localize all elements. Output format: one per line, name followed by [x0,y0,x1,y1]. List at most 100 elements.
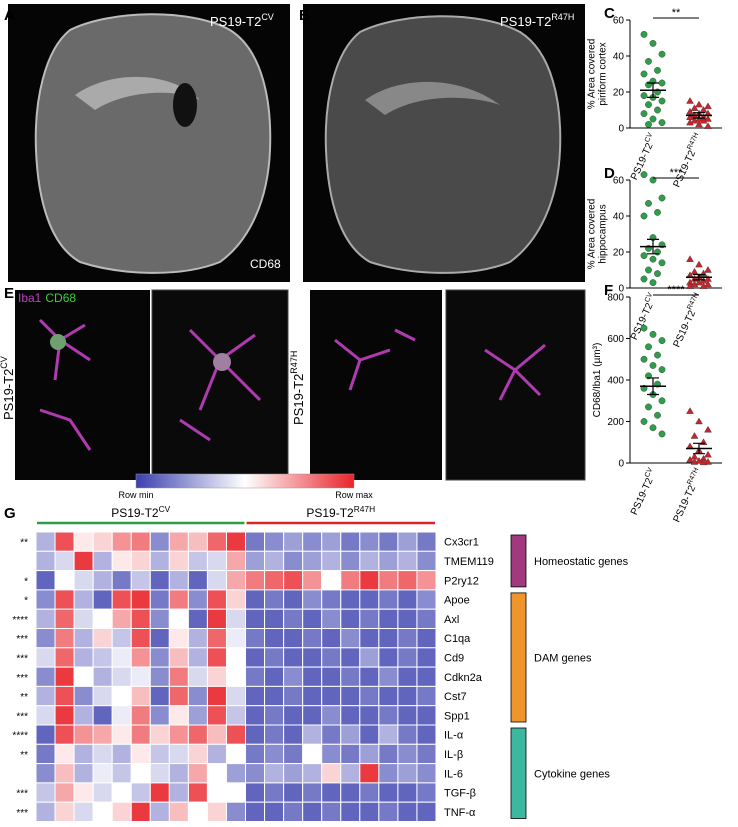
heatmap-cell [225,782,247,803]
heatmap-cell [264,589,285,610]
heatmap-cell [321,763,342,784]
data-point [658,259,666,267]
data-point [695,278,703,286]
heatmap-cell [264,782,285,803]
significance: *** [16,653,28,664]
heatmap-cell [397,531,418,552]
significance: ** [672,7,681,19]
heatmap-cell [225,647,247,668]
heatmap-cell [225,608,247,630]
data-point [658,194,666,202]
data-point [645,58,652,65]
heatmap-cell [283,743,304,765]
title: PS19-T2 [500,14,551,29]
heatmap-cell [149,743,170,765]
group-sup: CV [644,291,655,303]
heatmap-cell [340,705,361,726]
heatmap-cell [397,666,418,687]
significance: *** [16,673,28,684]
stain-2: CD68 [45,291,76,305]
heatmap-cell [168,628,189,649]
heatmap-cell [359,589,380,610]
data-point [695,417,703,425]
heatmap-cell [206,724,227,745]
significance: * [24,576,28,587]
heatmap-cell [378,531,399,552]
heatmap-cell [187,685,208,707]
hippocampus [75,76,200,110]
heatmap-cell [54,782,75,803]
heatmap-cell [359,666,380,687]
heatmap-cell [359,685,380,707]
heatmap-cell [92,724,113,745]
module-bar [510,592,527,723]
heatmap-cell [130,685,151,707]
data-point [649,255,657,263]
heatmap-cell [340,570,361,591]
significance: *** [16,789,28,800]
heatmap-cell [92,589,113,610]
y-tick-label: 200 [607,417,624,428]
data-point [654,351,661,359]
stain-1: Iba1 [18,291,42,305]
heatmap-cell [397,589,418,610]
group-sup: R47H [354,504,375,514]
data-point [686,118,694,126]
heatmap-cell [206,666,227,687]
y-tick-label: 400 [607,376,624,387]
group-name: PS19-T2 [306,506,354,520]
data-point [654,106,661,114]
heatmap-cell [321,570,342,591]
heatmap-cell [359,724,380,745]
gene-label: P2ry12 [444,575,479,587]
heatmap-cell [149,608,170,630]
heatmap-cell [54,666,75,687]
y-tick-label: 40 [613,52,625,63]
heatmap-cell [378,724,399,745]
heatmap-cell [302,666,323,687]
heatmap-cell [416,705,437,726]
group-label: PS19-T2CV [627,466,660,516]
heatmap-cell [416,743,437,765]
data-point [658,337,666,344]
heatmap-cell [92,685,113,707]
heatmap-cell [378,666,399,687]
heatmap-cell [149,647,170,668]
heatmap-cell [378,608,399,630]
heatmap-cell [416,666,437,687]
heatmap-cell [206,763,227,784]
y-tick-label: 0 [618,284,624,295]
heatmap-cell [187,743,208,765]
module-label: Homeostatic genes [534,556,629,568]
significance: *** [16,808,28,819]
heatmap-cell [73,743,94,765]
data-point [658,119,666,127]
heatmap-cell [149,685,170,707]
heatmap-cell [264,550,285,572]
brain-section [34,13,272,274]
heatmap-cell [283,628,304,649]
heatmap-cell [130,743,151,765]
group-name: PS19-T2 [111,506,159,520]
data-point [686,97,694,104]
data-point [686,455,694,463]
heatmap-cell [340,801,361,823]
heatmap-cell [111,628,132,649]
group-label: PS19-T2R47H [306,504,375,520]
heatmap-cell [359,801,380,823]
heatmap-cell [397,628,418,649]
heatmap-cell [283,782,304,803]
heatmap-cell [416,628,437,649]
heatmap-cell [264,647,285,668]
heatmap-cell [245,743,266,765]
data-point [640,110,648,118]
heatmap-cell [321,628,342,649]
heatmap-cell [54,743,75,765]
data-point [640,212,648,220]
data-point [640,275,648,283]
group-sup: CV [644,131,655,143]
heatmap-cell [416,647,437,668]
cd68-signal [50,334,66,350]
micrograph-3d [445,289,586,481]
heatmap-cell [111,647,132,668]
